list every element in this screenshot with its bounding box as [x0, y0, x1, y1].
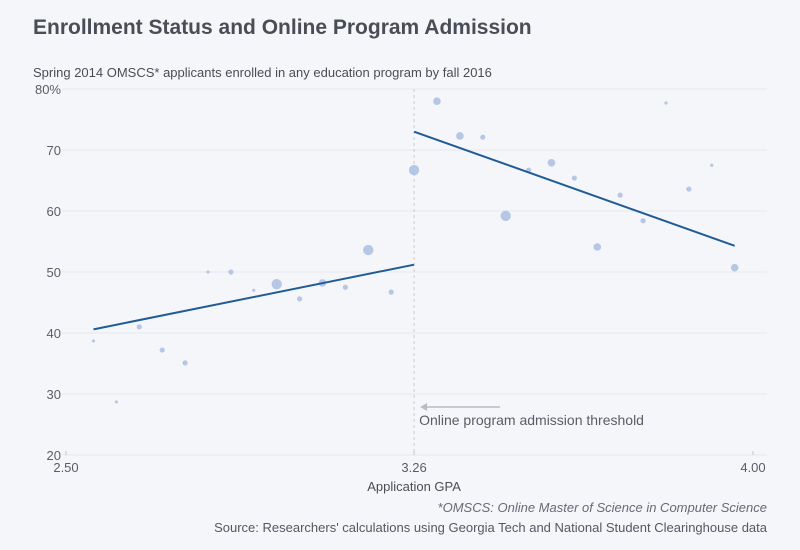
y-tick-label: 40 — [47, 326, 61, 341]
chart-subtitle: Spring 2014 OMSCS* applicants enrolled i… — [33, 65, 492, 80]
x-tick-label: 2.50 — [53, 460, 78, 475]
data-point — [730, 263, 739, 272]
arrow-head-icon — [420, 403, 428, 411]
data-point — [617, 192, 623, 198]
fit-line-above-threshold — [413, 130, 736, 247]
data-point — [686, 186, 692, 192]
data-point — [433, 97, 441, 105]
data-point — [271, 279, 282, 290]
y-tick-label: 50 — [47, 265, 61, 280]
data-point — [182, 360, 188, 366]
data-point — [159, 347, 165, 353]
data-point — [342, 284, 348, 290]
data-point — [593, 243, 602, 251]
footnote: *OMSCS: Online Master of Science in Comp… — [437, 500, 767, 515]
threshold-annotation: Online program admission threshold — [419, 412, 644, 428]
data-point — [91, 339, 96, 343]
data-point — [296, 296, 303, 302]
data-point — [136, 324, 142, 330]
fit-lines — [93, 130, 736, 331]
y-tick-label: 20 — [47, 448, 61, 463]
data-point — [114, 400, 118, 404]
y-tick-label: 70 — [47, 143, 61, 158]
y-tick-label: 30 — [47, 387, 61, 402]
data-point — [500, 210, 511, 222]
data-point — [408, 164, 420, 176]
data-point — [664, 101, 668, 105]
data-point — [206, 270, 210, 274]
data-points — [91, 97, 739, 404]
data-point — [252, 288, 256, 292]
data-point — [547, 159, 556, 167]
axis-ticks: 80% 70 60 50 40 30 202.50 3.26 4.00 — [35, 82, 766, 475]
data-point — [640, 218, 646, 224]
y-tick-label: 80% — [35, 82, 61, 97]
data-point — [480, 134, 486, 140]
x-tick-label: 3.26 — [401, 460, 426, 475]
y-tick-label: 60 — [47, 204, 61, 219]
data-point — [363, 244, 374, 256]
x-axis-label: Application GPA — [367, 479, 461, 494]
source-note: Source: Researchers' calculations using … — [214, 520, 767, 535]
data-point — [456, 132, 464, 140]
data-point — [710, 163, 714, 167]
fit-line-below-threshold — [93, 263, 415, 331]
data-point — [388, 289, 394, 295]
chart-title: Enrollment Status and Online Program Adm… — [33, 16, 532, 39]
x-tick-label: 4.00 — [740, 460, 765, 475]
data-point — [228, 269, 234, 275]
data-point — [571, 175, 577, 181]
